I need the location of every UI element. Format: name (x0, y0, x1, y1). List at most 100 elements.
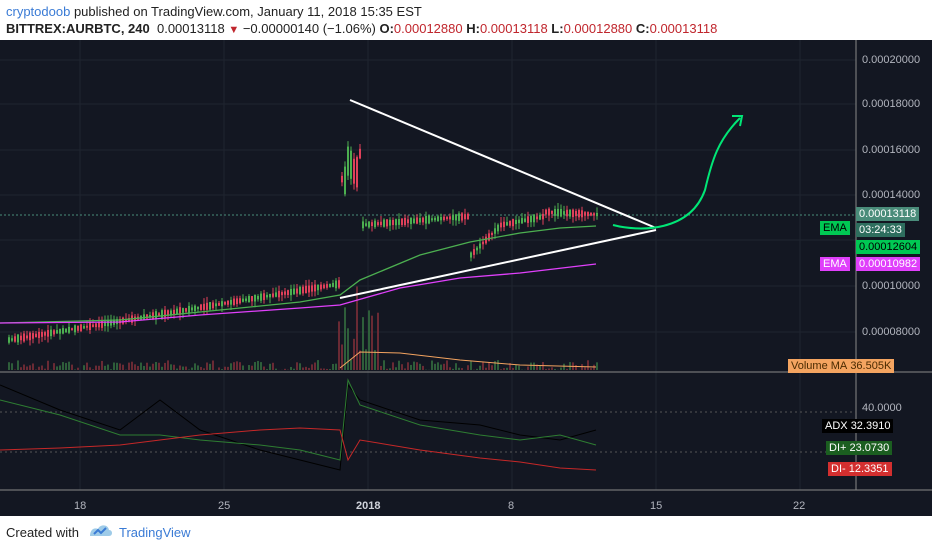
volume-bar (266, 369, 268, 370)
volume-bar (11, 363, 13, 370)
candle-body (80, 324, 82, 332)
x-axis-label: 8 (508, 500, 515, 512)
price-change: −0.00000140 (−1.06%) (242, 21, 376, 36)
candle-body (233, 298, 235, 305)
candle-body (224, 302, 226, 305)
price-axis-label: 0.00018000 (862, 98, 921, 110)
candle-body (401, 218, 403, 225)
current-price-tag: 0.00013118 (856, 207, 920, 221)
diplus-tag: DI+ 23.0730 (826, 441, 893, 455)
volume-bar (416, 362, 418, 370)
volume-bar (164, 362, 166, 370)
volume-bar (377, 312, 379, 370)
volume-bar (107, 364, 109, 370)
volume-bar (539, 365, 541, 370)
candle-body (77, 325, 79, 331)
candle-body (584, 212, 586, 216)
x-axis-label: 2018 (356, 500, 381, 512)
candle-body (248, 296, 250, 303)
volume-bar (26, 366, 28, 370)
candle-body (230, 299, 232, 305)
volume-bar (347, 328, 349, 370)
tradingview-logo-icon[interactable] (88, 522, 114, 540)
volume-bar (251, 365, 253, 370)
candle-body (86, 325, 88, 328)
candle-body (14, 336, 16, 342)
open-label: O: (379, 21, 394, 36)
candle-body (23, 333, 25, 342)
volume-bar (311, 364, 313, 370)
volume-bar (350, 359, 352, 370)
chart-canvas[interactable] (0, 40, 932, 516)
volume-bar (383, 360, 385, 370)
diplus-label: DI+ (829, 442, 847, 454)
candle-body (68, 326, 70, 333)
volume-bar (206, 362, 208, 370)
volume-bar (137, 365, 139, 370)
candle-body (170, 310, 172, 315)
candle-body (53, 330, 55, 335)
candle-body (383, 219, 385, 227)
volume-bar (173, 364, 175, 370)
candle-body (185, 308, 187, 312)
price-axis-label: 0.00020000 (862, 54, 921, 66)
volume-bar (56, 366, 58, 370)
candle-body (260, 293, 262, 301)
volume-bar (17, 360, 19, 370)
volume-bar (188, 369, 190, 370)
tradingview-brand-link[interactable]: TradingView (119, 525, 191, 540)
volume-bar (371, 315, 373, 370)
candle-body (326, 284, 328, 288)
candle-body (206, 302, 208, 310)
chart-area[interactable]: 0.00020000 0.00018000 0.00016000 0.00014… (0, 40, 932, 516)
volume-bar (494, 361, 496, 370)
candle-body (560, 209, 562, 217)
candle-body (578, 209, 580, 218)
candle-body (392, 219, 394, 225)
volume-bar (134, 364, 136, 370)
diminus-tag: DI- 12.3351 (828, 462, 892, 476)
candle-body (239, 298, 241, 304)
volume-bar (449, 367, 451, 370)
symbol-label[interactable]: BITTREX:AURBTC, 240 (6, 21, 150, 36)
volume-bar (302, 367, 304, 370)
volume-bar (158, 362, 160, 370)
candle-body (308, 285, 310, 293)
candle-body (83, 325, 85, 329)
volume-bar (242, 365, 244, 370)
candle-body (395, 219, 397, 226)
volume-bar (443, 363, 445, 370)
candle-body (236, 298, 238, 305)
created-with-label: Created with (6, 525, 79, 540)
indicator-axis-level: 40.0000 (862, 402, 902, 414)
candle-body (365, 223, 367, 226)
volume-bar (338, 321, 340, 370)
volume-bar (20, 367, 22, 370)
volume-bar (341, 344, 343, 370)
candle-body (569, 209, 571, 217)
candle-body (494, 228, 496, 234)
volume-bar (359, 350, 361, 370)
countdown-tag: 03:24:33 (856, 223, 905, 237)
candle-body (464, 214, 466, 220)
volume-bar (290, 366, 292, 370)
volume-bar (530, 362, 532, 370)
volume-bar (275, 368, 277, 370)
volume-bar (218, 367, 220, 370)
low-label: L: (551, 21, 564, 36)
volume-bar (140, 362, 142, 370)
volume-bar (284, 368, 286, 370)
ema-green-value: 0.00012604 (856, 240, 921, 254)
candle-body (104, 321, 106, 327)
triangle-lower-trendline (339, 229, 657, 299)
candle-body (179, 307, 181, 315)
x-axis-label: 18 (74, 500, 87, 512)
ema-pink-line (0, 263, 597, 324)
volume-bar (176, 368, 178, 370)
high-value: 0.00013118 (479, 21, 548, 36)
adx-line (0, 383, 597, 471)
volume-bar (128, 362, 130, 370)
volume-ma-value: 36.505K (850, 360, 892, 372)
volume-bar (488, 362, 490, 370)
author-link[interactable]: cryptodoob (6, 4, 71, 19)
